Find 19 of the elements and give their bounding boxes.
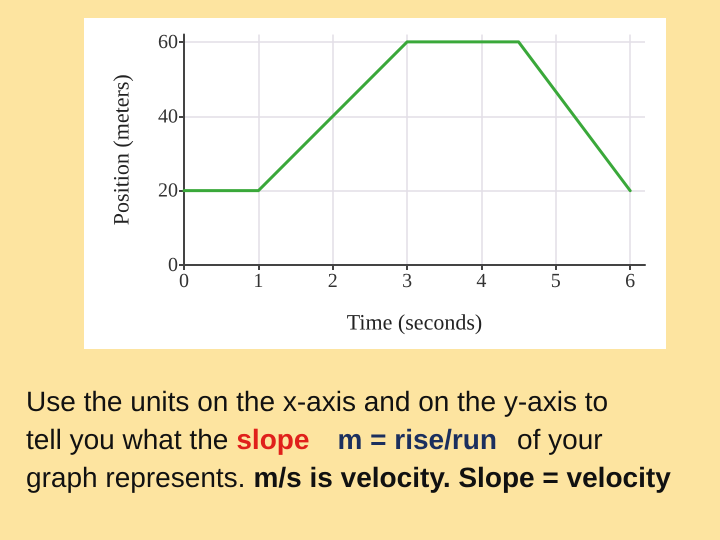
x-tick-label: 6 [625, 270, 636, 292]
text: m = rise/run [337, 423, 497, 457]
text: of your [517, 423, 603, 457]
y-tick-label: 20 [158, 180, 178, 202]
x-tick-label: 2 [328, 270, 338, 292]
y-tick-label: 40 [158, 105, 178, 128]
text: slope [236, 423, 310, 457]
y-axis-title: Position (meters) [108, 74, 134, 226]
y-tick-label: 60 [158, 30, 178, 53]
text: Use the units on the x-axis and on the y-axis to [26, 385, 608, 419]
x-tick-label: 5 [550, 270, 561, 292]
x-tick-label: 1 [253, 270, 264, 292]
x-tick-label: 4 [476, 270, 486, 292]
text: m/s is velocity. Slope = velocity [253, 461, 671, 495]
text: graph represents. [26, 461, 246, 495]
x-tick-label: 3 [402, 270, 412, 292]
y-tick-label: 0 [168, 254, 178, 276]
text: tell you what the [26, 423, 228, 457]
x-axis-title: Time (seconds) [346, 310, 482, 334]
